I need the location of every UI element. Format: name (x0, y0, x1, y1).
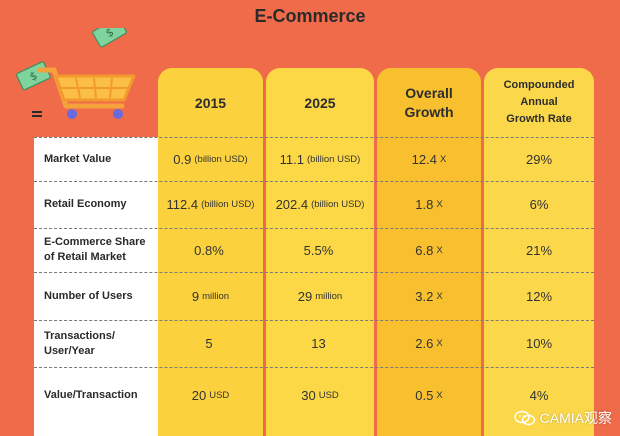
unit: USD (318, 390, 339, 401)
value: 5 (205, 336, 213, 351)
unit: X (436, 390, 443, 401)
cell-cagr: 29% (525, 151, 553, 167)
cell-cagr: 4% (529, 388, 549, 403)
value: 29 (297, 288, 313, 304)
unit: million (202, 290, 230, 302)
row-divider (34, 181, 594, 182)
value: 0.5 (415, 388, 434, 403)
column-2015 (158, 68, 263, 436)
cell-growth: 0.5 X (377, 367, 481, 424)
unit: X (436, 199, 443, 210)
unit: (billion USD) (201, 199, 255, 210)
wechat-icon (513, 410, 535, 426)
column-overall-growth (377, 68, 481, 436)
value: 202.4 (275, 197, 309, 212)
row-divider (34, 272, 594, 273)
unit: (billion USD) (307, 153, 361, 165)
cell-2015: 20 USD (158, 367, 263, 424)
cell-growth: 1.8 X (377, 181, 481, 228)
unit: USD (209, 390, 230, 401)
value: 0.9 (173, 151, 192, 167)
cell-2025: 30 USD (266, 367, 374, 424)
value: 6.8 (415, 242, 434, 258)
row-label-number-of-users: Number of Users (44, 289, 133, 302)
cell-2025: 5.5% (266, 228, 374, 272)
cell-2025: 29 million (266, 272, 374, 320)
banknote-icon: $ (16, 61, 51, 91)
cell-growth: 6.8 X (377, 228, 481, 272)
value: 30 (301, 388, 316, 403)
cell-cagr: 12% (525, 288, 553, 304)
row-label-transactions-per-user: Transactions/ User/Year (44, 329, 115, 357)
row-label-market-value: Market Value (44, 152, 112, 165)
unit: million (315, 290, 343, 302)
row-divider (34, 367, 594, 368)
value: 13 (311, 336, 326, 351)
cell-growth: 12.4 X (377, 137, 481, 181)
value: 3.2 (415, 288, 434, 304)
cell-growth: 3.2 X (377, 272, 481, 320)
banknote-icon: $ (92, 28, 127, 48)
cell-cagr: 6% (529, 197, 549, 212)
row-divider (34, 320, 594, 321)
value: 1.8 (415, 197, 434, 212)
cell-2025: 11.1 (billion USD) (266, 137, 374, 181)
cell-2025: 202.4 (billion USD) (266, 181, 374, 228)
column-cagr (484, 68, 594, 436)
cell-2015: 112.4 (billion USD) (158, 181, 263, 228)
row-label-retail-economy: Retail Economy (44, 198, 127, 211)
unit: X (436, 290, 443, 302)
unit: (billion USD) (194, 153, 248, 165)
row-label-value-per-transaction: Value/Transaction (44, 389, 138, 402)
header-2015: 2015 (194, 94, 227, 111)
unit: X (439, 153, 447, 165)
cell-cagr: 21% (525, 242, 553, 258)
svg-text:$: $ (28, 69, 40, 84)
row-label-column (34, 137, 158, 436)
shopping-cart-icon: $ $ (16, 28, 136, 119)
value: 5.5% (303, 242, 334, 258)
cell-2025: 13 (266, 320, 374, 367)
header-overall-growth: Overall Growth (404, 85, 454, 120)
cell-2015: 9 million (158, 272, 263, 320)
column-2025 (266, 68, 374, 436)
header-2025: 2025 (304, 94, 336, 111)
unit: (billion USD) (311, 199, 365, 210)
value: 12.4 (411, 151, 437, 167)
value: 9 (191, 288, 200, 304)
row-divider (34, 228, 594, 229)
cell-2015: 0.8% (158, 228, 263, 272)
watermark: CAMIA观察 (513, 408, 612, 428)
unit: X (436, 244, 443, 256)
page-title: E-Commerce (254, 6, 366, 26)
unit: X (436, 338, 443, 349)
header-cagr: Compounded Annual Growth Rate (503, 78, 575, 126)
value: 20 (191, 388, 207, 403)
value: 112.4 (166, 197, 199, 212)
cell-cagr: 10% (525, 336, 553, 351)
row-label-ecommerce-share: E-Commerce Share of Retail Market (44, 236, 146, 263)
value: 2.6 (415, 336, 434, 351)
value: 0.8% (194, 242, 224, 258)
row-divider (34, 137, 594, 138)
cell-growth: 2.6 X (377, 320, 481, 367)
value: 11.1 (279, 151, 304, 167)
watermark-text: CAMIA观察 (539, 410, 612, 426)
cell-2015: 0.9 (billion USD) (158, 137, 263, 181)
cell-2015: 5 (158, 320, 263, 367)
